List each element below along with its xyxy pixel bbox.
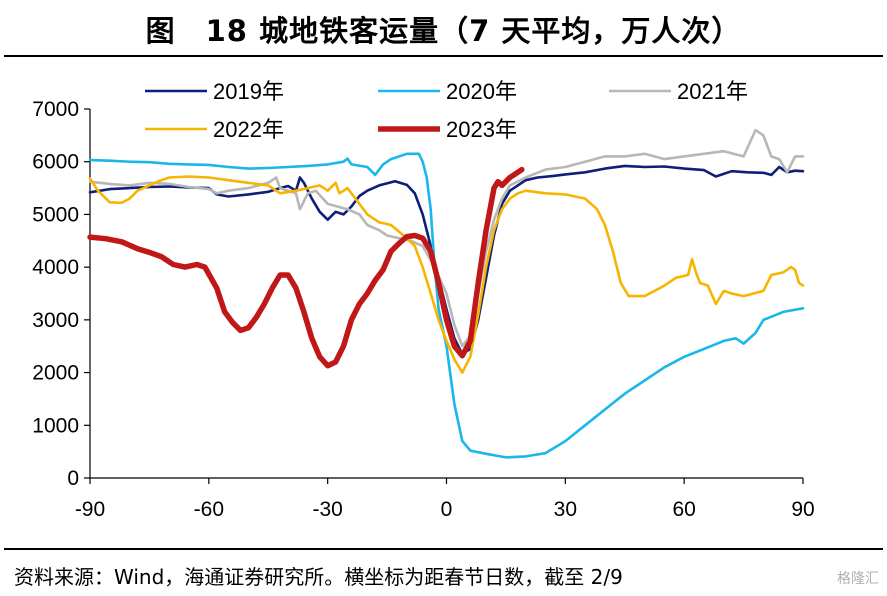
watermark: 格隆汇 — [837, 571, 879, 587]
legend-item-2021: 2021年 — [609, 79, 748, 104]
legend-label: 2022年 — [213, 117, 284, 142]
series-line-2023 — [87, 166, 525, 369]
y-tick-label: 1000 — [32, 414, 79, 437]
x-tick-label: -60 — [194, 498, 224, 521]
x-tick-label: 60 — [672, 498, 695, 521]
series-line-2022 — [88, 175, 805, 374]
chart-title: 图 18 城地铁客运量（7 天平均，万人次） — [145, 14, 742, 48]
y-tick-label: 0 — [67, 467, 79, 490]
x-tick-label: 30 — [554, 498, 577, 521]
y-tick-label: 6000 — [32, 151, 79, 174]
legend: 2019年 2020年 2021年 2022年 2023年 — [145, 79, 748, 142]
legend-label: 2019年 — [213, 79, 284, 104]
title-rule — [4, 55, 883, 57]
series-line-2021 — [88, 128, 805, 348]
legend-item-2020: 2020年 — [378, 79, 517, 104]
y-tick-label: 3000 — [32, 309, 79, 332]
tick-labels: 0 1000 2000 3000 4000 5000 6000 7000 -90 -60 -30 0 3… — [32, 98, 814, 521]
source-rule — [4, 548, 883, 550]
y-tick-label: 5000 — [32, 203, 79, 226]
y-tick-label: 2000 — [32, 362, 79, 385]
x-tick-label: 90 — [791, 498, 814, 521]
legend-label: 2021年 — [677, 79, 748, 104]
x-tick-label: -30 — [312, 498, 342, 521]
legend-label: 2023年 — [446, 117, 517, 142]
y-tick-label: 7000 — [32, 98, 79, 121]
legend-item-2022: 2022年 — [145, 117, 284, 142]
y-tick-label: 4000 — [32, 256, 79, 279]
legend-item-2019: 2019年 — [145, 79, 284, 104]
x-tick-label: 0 — [441, 498, 453, 521]
legend-label: 2020年 — [446, 79, 517, 104]
axes — [84, 108, 804, 484]
series-line-2020 — [88, 152, 805, 459]
x-tick-label: -90 — [75, 498, 105, 521]
line-chart: 0 1000 2000 3000 4000 5000 6000 7000 -90 -60 -30 0 3… — [32, 79, 814, 521]
series-lines — [87, 128, 805, 459]
source-note: 资料来源：Wind，海通证券研究所。横坐标为距春节日数，截至 2/9 — [14, 565, 623, 589]
legend-item-2023: 2023年 — [378, 117, 517, 142]
